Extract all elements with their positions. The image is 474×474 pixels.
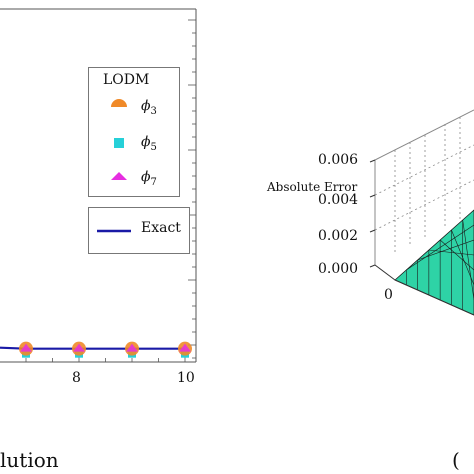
legend-label-phi5: ϕ5 xyxy=(141,134,157,153)
z-axis-label: Absolute Error xyxy=(267,180,358,194)
x-tick-label-8: 8 xyxy=(72,370,81,386)
legend-square-icon xyxy=(114,138,124,148)
z-axis-ticks xyxy=(369,159,376,268)
phi7-marker xyxy=(73,343,85,352)
left-plot-frame xyxy=(0,8,197,363)
phi7-marker xyxy=(126,343,138,352)
surface-plot-3d xyxy=(369,109,474,316)
left-caption: lution xyxy=(0,448,59,472)
z-tick-0000: 0.000 xyxy=(318,261,359,277)
surface-mesh-line xyxy=(417,239,474,261)
legend-label-phi7: ϕ7 xyxy=(141,169,157,188)
z-tick-0002: 0.002 xyxy=(318,228,359,244)
legend-title: LODM xyxy=(103,72,150,88)
surface-mesh-line xyxy=(439,239,474,271)
legend-label-exact: Exact xyxy=(141,220,181,236)
right-axis-ticks xyxy=(188,19,196,359)
box-edge-bottom-front xyxy=(394,279,474,316)
phi7-marker xyxy=(20,343,32,352)
surface-mesh xyxy=(405,219,474,310)
phi7-marker xyxy=(179,343,191,352)
z-tick-0006: 0.006 xyxy=(318,152,359,168)
legend-markers xyxy=(111,99,127,180)
right-caption: ( xyxy=(452,448,460,472)
exact-legend: Exact xyxy=(88,207,190,254)
box-gridlines xyxy=(374,117,474,255)
series-markers xyxy=(19,341,192,358)
z-tick-0004: 0.004 xyxy=(318,192,359,208)
legend-label-phi3: ϕ3 xyxy=(141,98,157,117)
error-surface xyxy=(394,209,474,316)
legend-triangle-icon xyxy=(111,172,127,180)
box-edge-bottom-left xyxy=(374,264,396,281)
box-edge-top xyxy=(374,109,474,161)
x-tick-0: 0 xyxy=(384,287,393,303)
bottom-axis-ticks xyxy=(25,354,186,362)
legend-line-icon xyxy=(97,229,131,233)
x-tick-label-10: 10 xyxy=(177,370,195,386)
legend-half-disk-icon xyxy=(111,99,127,107)
lodm-legend: LODM ϕ3 ϕ5 ϕ7 xyxy=(88,67,180,197)
surface-mesh-line xyxy=(462,219,474,301)
